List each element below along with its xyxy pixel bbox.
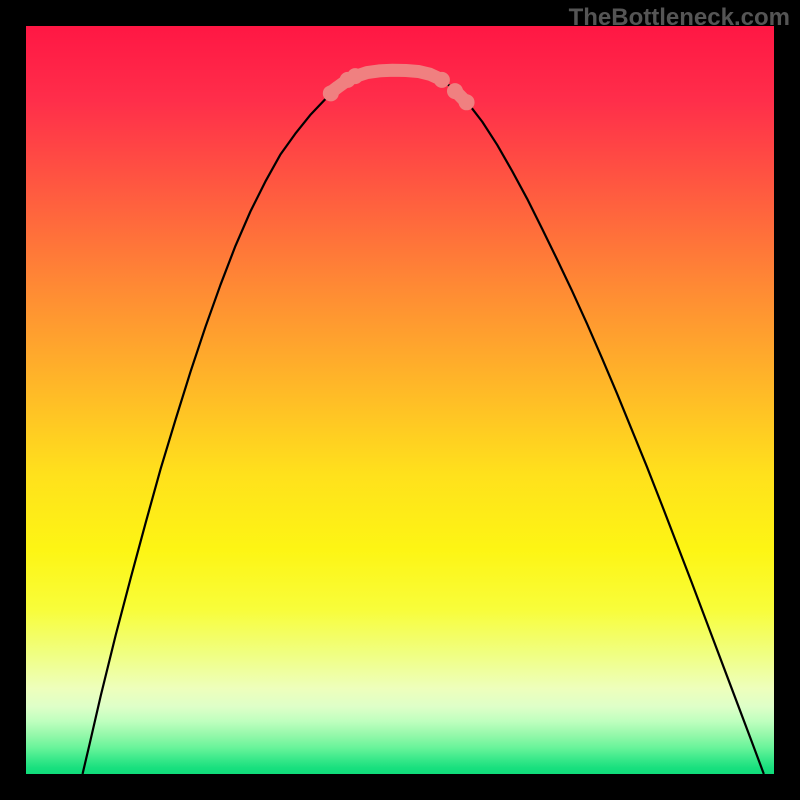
highlight-marker-5 bbox=[459, 94, 475, 110]
gradient-background bbox=[26, 26, 774, 774]
highlight-marker-0 bbox=[323, 85, 339, 101]
highlight-marker-4 bbox=[447, 83, 463, 99]
highlight-marker-3 bbox=[434, 72, 450, 88]
watermark-text: TheBottleneck.com bbox=[569, 4, 790, 32]
image-root: TheBottleneck.com bbox=[0, 0, 800, 800]
highlight-marker-2 bbox=[347, 68, 363, 84]
plot-area bbox=[26, 26, 774, 774]
bottleneck-chart bbox=[26, 26, 774, 774]
